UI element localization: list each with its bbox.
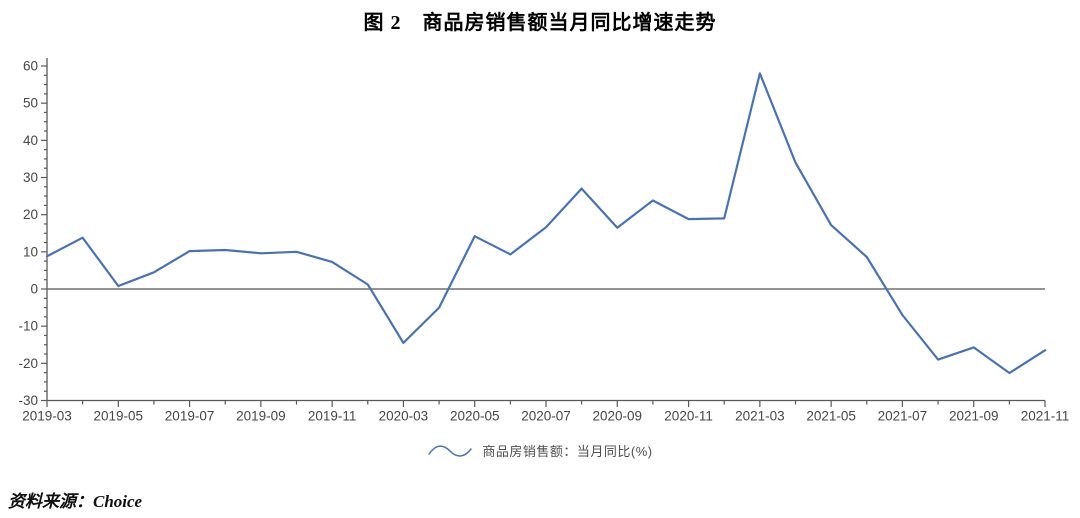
x-tick-label: 2020-11 (664, 409, 713, 424)
source-note: 资料来源：Choice (8, 492, 143, 511)
x-tick-label: 2019-11 (308, 409, 357, 424)
y-tick-label: -30 (18, 393, 38, 408)
chart-title: 图 2 商品房销售额当月同比增速走势 (363, 12, 717, 34)
x-tick-label: 2019-09 (236, 409, 286, 424)
x-tick-label: 2020-03 (379, 409, 429, 424)
y-tick-label: -20 (18, 356, 38, 371)
y-tick-label: 0 (30, 282, 38, 297)
y-tick-label: 10 (23, 244, 38, 259)
legend-label: 商品房销售额：当月同比(%) (482, 444, 653, 459)
legend: 商品房销售额：当月同比(%) (0, 441, 1080, 460)
y-tick-label: 60 (23, 59, 38, 74)
x-tick-label: 2021-09 (949, 409, 999, 424)
y-tick-label: 30 (23, 170, 38, 185)
x-tick-label: 2020-05 (450, 409, 500, 424)
x-tick-label: 2021-05 (806, 409, 856, 424)
wave-line-icon (428, 444, 473, 457)
y-tick-label: 50 (23, 96, 38, 111)
x-tick-label: 2019-05 (94, 409, 144, 424)
y-tick-label: -10 (18, 319, 38, 334)
x-tick-label: 2019-03 (22, 409, 72, 424)
x-tick-label: 2021-03 (735, 409, 785, 424)
y-tick-label: 20 (23, 207, 38, 222)
y-tick-label: 40 (23, 133, 38, 148)
x-tick-label: 2021-11 (1021, 409, 1070, 424)
x-tick-label: 2021-07 (878, 409, 928, 424)
x-tick-label: 2019-07 (165, 409, 215, 424)
x-tick-label: 2020-09 (593, 409, 643, 424)
series-line (45, 72, 1047, 375)
x-tick-label: 2020-07 (521, 409, 571, 424)
